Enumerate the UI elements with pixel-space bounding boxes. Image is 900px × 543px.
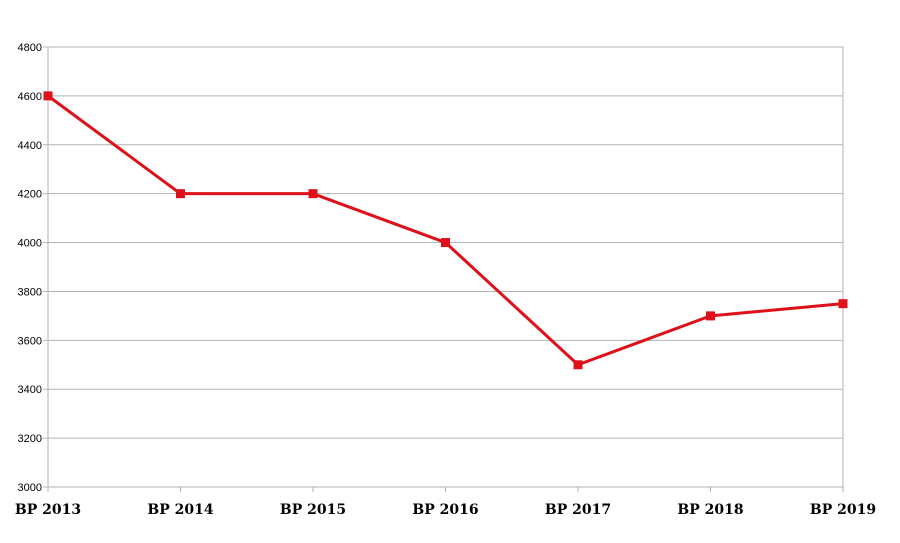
y-tick-label: 3600 <box>18 335 42 347</box>
data-point-marker <box>441 238 450 248</box>
data-point-marker <box>176 189 185 199</box>
x-tick-label: BP 2014 <box>147 502 213 518</box>
y-tick-label: 4400 <box>18 140 42 152</box>
data-point-marker <box>308 189 318 199</box>
y-tick-label: 4600 <box>18 91 42 103</box>
series-line <box>46 94 845 367</box>
y-tick-label: 4800 <box>18 42 42 54</box>
x-tick-label: BP 2019 <box>810 502 876 518</box>
y-tick-label: 3000 <box>18 482 42 494</box>
data-point-marker <box>838 299 848 309</box>
x-tick-label: BP 2016 <box>412 502 478 518</box>
y-tick-label: 4000 <box>18 238 42 250</box>
y-tick-label: 3200 <box>18 433 42 445</box>
x-tick-label: BP 2018 <box>677 502 743 518</box>
y-tick-label: 3800 <box>18 286 42 298</box>
x-tick-label: BP 2017 <box>545 502 611 518</box>
data-point-marker <box>43 91 53 101</box>
x-tick-label: BP 2013 <box>15 502 81 518</box>
data-point-marker <box>706 311 715 321</box>
y-tick-label: 4200 <box>18 189 42 201</box>
y-tick-label: 3400 <box>18 384 42 396</box>
x-tick-label: BP 2015 <box>280 502 346 518</box>
data-point-marker <box>573 360 583 370</box>
